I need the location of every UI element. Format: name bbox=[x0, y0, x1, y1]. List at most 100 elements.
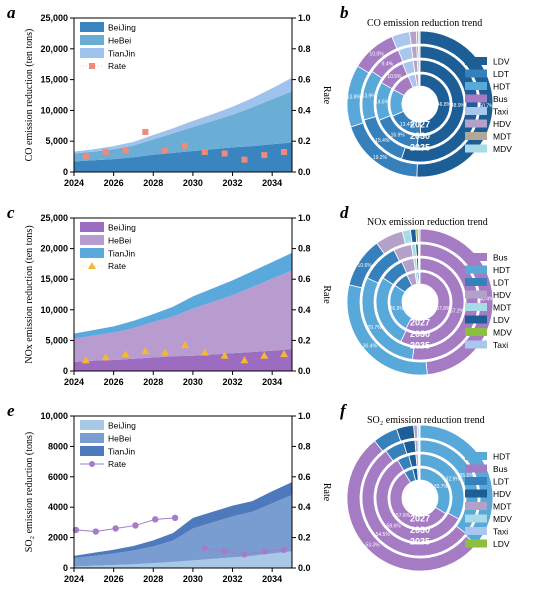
slice-percent-label: 50.7% bbox=[479, 103, 494, 109]
legend-label: Rate bbox=[108, 61, 126, 71]
rate-point bbox=[221, 548, 228, 555]
legend-label: HDT bbox=[493, 265, 510, 275]
y2-axis-title: Rate bbox=[321, 86, 332, 105]
y-tick-label: 10,000 bbox=[40, 411, 68, 421]
y2-tick-label: 0.4 bbox=[298, 502, 311, 512]
ring-year-label: 2024 bbox=[410, 306, 430, 316]
rate-point bbox=[92, 528, 100, 535]
ring-year-label: 2030 bbox=[410, 525, 430, 535]
ring-year-label: 2027 bbox=[410, 514, 430, 524]
legend-label: HeBei bbox=[108, 434, 131, 444]
y2-tick-label: 0.8 bbox=[298, 441, 311, 451]
rate-point bbox=[142, 128, 149, 135]
y-tick-label: 15,000 bbox=[40, 75, 68, 85]
rate-point bbox=[261, 548, 268, 555]
legend-swatch-hdv bbox=[465, 119, 487, 128]
area-series-beijing bbox=[74, 348, 292, 371]
slice-percent-label: 57.8% bbox=[436, 306, 451, 312]
area-series-hebei bbox=[74, 270, 292, 362]
y-tick-label: 10,000 bbox=[40, 305, 68, 315]
panel-label-e: e bbox=[7, 401, 15, 420]
x-tick-label: 2026 bbox=[104, 377, 124, 387]
y-tick-label: 2000 bbox=[48, 533, 68, 543]
area-series-beijing bbox=[74, 551, 292, 568]
legend-swatch-hebei bbox=[80, 35, 104, 45]
rate-point bbox=[280, 350, 289, 358]
x-tick-label: 2034 bbox=[262, 377, 282, 387]
slice-percent-label: 54.5% bbox=[376, 532, 391, 538]
x-tick-label: 2028 bbox=[143, 574, 163, 584]
legend-label: BeiJing bbox=[108, 421, 136, 431]
rate-point bbox=[112, 525, 119, 532]
legend-swatch-taxi bbox=[465, 340, 487, 349]
x-tick-label: 2032 bbox=[223, 377, 243, 387]
legend-label: HeBei bbox=[108, 36, 131, 46]
legend-label: MDV bbox=[493, 514, 512, 524]
slice-percent-label: 19.2% bbox=[373, 155, 388, 161]
rate-point bbox=[152, 516, 159, 523]
area-chart-e: 2024 2026 2028 2030 2032 2034 0 2000 4000 6000 800… bbox=[24, 411, 332, 584]
legend-label: LDV bbox=[493, 315, 510, 325]
slice-percent-label: 48.4% bbox=[479, 297, 494, 303]
rate-point bbox=[122, 147, 129, 154]
legend-swatch-tianjin bbox=[80, 48, 104, 58]
legend-label: Bus bbox=[493, 464, 508, 474]
plot-frame bbox=[73, 415, 293, 569]
legend-label: Rate bbox=[108, 459, 126, 469]
legend-swatch-mdv bbox=[465, 144, 487, 153]
legend-label: HDT bbox=[493, 452, 510, 462]
x-tick-label: 2028 bbox=[143, 377, 163, 387]
y-axis-title: NOx emission reduction (ten tons) bbox=[24, 225, 35, 363]
ring-year-label: 2027 bbox=[410, 318, 430, 328]
slice-percent-label: 57.2% bbox=[450, 309, 465, 315]
rate-point bbox=[220, 351, 229, 359]
y-tick-label: 20,000 bbox=[40, 44, 68, 54]
legend-swatch-hebei bbox=[80, 433, 104, 443]
legend-label: HDV bbox=[493, 290, 511, 300]
legend-label: LDT bbox=[493, 477, 509, 487]
y-axis-title: CO emission reduction (ten tons) bbox=[24, 29, 35, 162]
y-tick-label: 5,000 bbox=[45, 136, 68, 146]
y-tick-label: 25,000 bbox=[40, 213, 68, 223]
donut-title-f: SO₂ emission reduction trend bbox=[367, 415, 485, 426]
slice-percent-label: 46.8% bbox=[437, 102, 452, 108]
rate-point bbox=[102, 148, 109, 155]
legend-swatch-ldt bbox=[465, 477, 487, 485]
y-tick-label: 6000 bbox=[48, 472, 68, 482]
y-tick-label: 20,000 bbox=[40, 244, 68, 254]
legend-rate-marker bbox=[89, 63, 95, 69]
ring-year-label: 2035 bbox=[410, 537, 430, 547]
y2-tick-label: 1.0 bbox=[298, 13, 311, 23]
y2-tick-label: 0.6 bbox=[298, 274, 311, 284]
y-tick-label: 0 bbox=[63, 167, 68, 177]
legend-swatch-taxi bbox=[465, 107, 487, 115]
donut-slice-2027-bus bbox=[375, 459, 460, 543]
plot-frame bbox=[73, 217, 293, 372]
slice-percent-label: 32.9% bbox=[446, 477, 461, 483]
ring-year-label: 2024 bbox=[410, 108, 430, 118]
area-chart-c: 2024 2026 2028 2030 2032 2034 0 5,000 10,000 15,0… bbox=[24, 213, 332, 387]
rate-point bbox=[101, 353, 110, 361]
legend-label: Taxi bbox=[493, 340, 508, 350]
legend-swatch-bus bbox=[465, 94, 487, 103]
slice-percent-label: 13.9% bbox=[362, 94, 377, 100]
rate-point bbox=[180, 340, 189, 348]
y2-tick-label: 0.2 bbox=[298, 335, 311, 345]
donut-slice-2024-taxi bbox=[419, 271, 421, 285]
y2-tick-label: 0.4 bbox=[298, 105, 311, 115]
slice-percent-label: 15.4% bbox=[375, 138, 390, 144]
slice-percent-label: 29.7% bbox=[367, 325, 382, 331]
y2-tick-label: 0.0 bbox=[298, 563, 311, 573]
legend-label: HDV bbox=[493, 119, 511, 129]
legend-label: TianJin bbox=[108, 447, 135, 457]
legend-swatch-mdt bbox=[465, 502, 487, 510]
donut-slice-2027-taxi bbox=[418, 257, 421, 271]
y2-tick-label: 1.0 bbox=[298, 213, 311, 223]
legend-swatch-ldv bbox=[465, 539, 487, 548]
legend-swatch-bus bbox=[465, 464, 487, 473]
rate-point bbox=[240, 356, 249, 364]
legend-swatch-tianjin bbox=[80, 248, 104, 258]
rate-point bbox=[82, 153, 89, 160]
slice-percent-label: 14.6% bbox=[375, 100, 390, 106]
